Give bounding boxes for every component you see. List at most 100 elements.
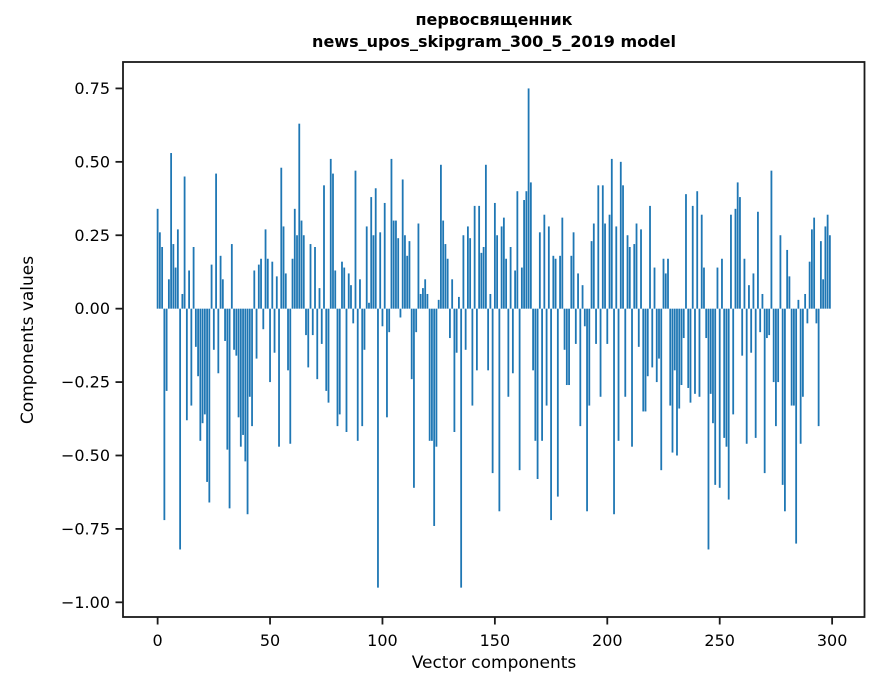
bar	[727, 308, 730, 500]
bar	[314, 247, 316, 309]
bar	[525, 191, 528, 309]
bar	[253, 270, 256, 309]
bar	[703, 267, 705, 309]
bar	[671, 308, 674, 453]
bar	[163, 308, 166, 521]
bar	[230, 244, 233, 309]
bar	[775, 308, 777, 427]
bar	[725, 308, 728, 447]
bar	[410, 308, 413, 380]
bar	[667, 258, 669, 309]
bar	[296, 235, 298, 309]
bar	[552, 255, 555, 309]
bar	[532, 308, 534, 371]
bar	[262, 308, 265, 330]
bar	[547, 226, 550, 309]
bar	[828, 235, 831, 309]
bar	[305, 308, 307, 336]
bar	[608, 214, 611, 309]
y-tick-label: −0.25	[61, 373, 110, 392]
bar	[190, 308, 193, 406]
bar	[203, 308, 206, 415]
bar	[716, 267, 719, 309]
bar	[199, 308, 202, 441]
bar	[505, 258, 508, 309]
bar	[493, 202, 496, 309]
bar	[244, 308, 247, 462]
bar	[374, 188, 377, 309]
bar	[181, 293, 184, 309]
bar	[534, 308, 537, 441]
bar	[588, 308, 591, 406]
bar	[426, 293, 429, 309]
bar	[644, 308, 647, 412]
bar	[556, 308, 559, 497]
bar	[601, 185, 604, 309]
axes-frame	[122, 61, 866, 618]
bar	[509, 247, 512, 309]
bar	[604, 223, 606, 309]
bar	[327, 308, 330, 403]
bar	[361, 308, 364, 427]
bar	[570, 255, 573, 309]
bar	[271, 261, 274, 309]
x-tick-label: 200	[592, 631, 623, 650]
bar	[577, 273, 579, 309]
bar	[795, 308, 798, 544]
bar	[757, 211, 759, 309]
bar	[721, 258, 723, 309]
bar	[826, 214, 829, 309]
bar	[615, 226, 618, 309]
bar	[255, 308, 258, 359]
bar	[739, 197, 741, 309]
y-tick-label: −0.75	[61, 519, 110, 538]
y-tick-label: 0.50	[74, 152, 110, 171]
bar	[646, 308, 649, 377]
bar	[226, 308, 229, 450]
bar	[401, 179, 404, 309]
bar	[518, 308, 521, 471]
bar	[734, 208, 737, 309]
bar	[167, 279, 170, 309]
bar	[788, 276, 791, 309]
bar	[770, 170, 773, 309]
bar	[458, 296, 460, 309]
chart-title-line2: news_upos_skipgram_300_5_2019 model	[312, 32, 676, 51]
bar	[381, 308, 384, 327]
bar	[372, 235, 375, 309]
bar	[185, 308, 188, 421]
bar	[158, 232, 161, 309]
bar	[233, 308, 235, 350]
bar	[565, 308, 568, 386]
bar	[766, 308, 768, 339]
bar	[743, 258, 746, 309]
bar	[658, 308, 660, 359]
bar	[352, 308, 355, 324]
bar	[239, 308, 242, 447]
bar	[563, 308, 566, 350]
bar	[395, 220, 397, 309]
bar	[336, 308, 339, 427]
x-tick-label: 150	[480, 631, 511, 650]
bar	[242, 308, 244, 435]
x-tick-label: 250	[704, 631, 735, 650]
bar	[802, 308, 804, 397]
bar	[462, 235, 465, 309]
bar	[750, 308, 753, 353]
bar	[610, 158, 613, 309]
bar	[784, 308, 786, 512]
bar	[694, 308, 696, 394]
bar	[502, 217, 505, 309]
bar	[529, 182, 532, 309]
bar	[619, 161, 622, 309]
bar	[435, 308, 438, 447]
bar	[316, 308, 319, 380]
bar	[678, 308, 681, 409]
bar	[824, 226, 827, 309]
bar	[388, 308, 391, 333]
bar	[350, 285, 352, 309]
y-tick-label: 0.00	[74, 299, 110, 318]
bar	[278, 308, 280, 447]
bar	[651, 308, 654, 368]
bar	[583, 308, 586, 327]
